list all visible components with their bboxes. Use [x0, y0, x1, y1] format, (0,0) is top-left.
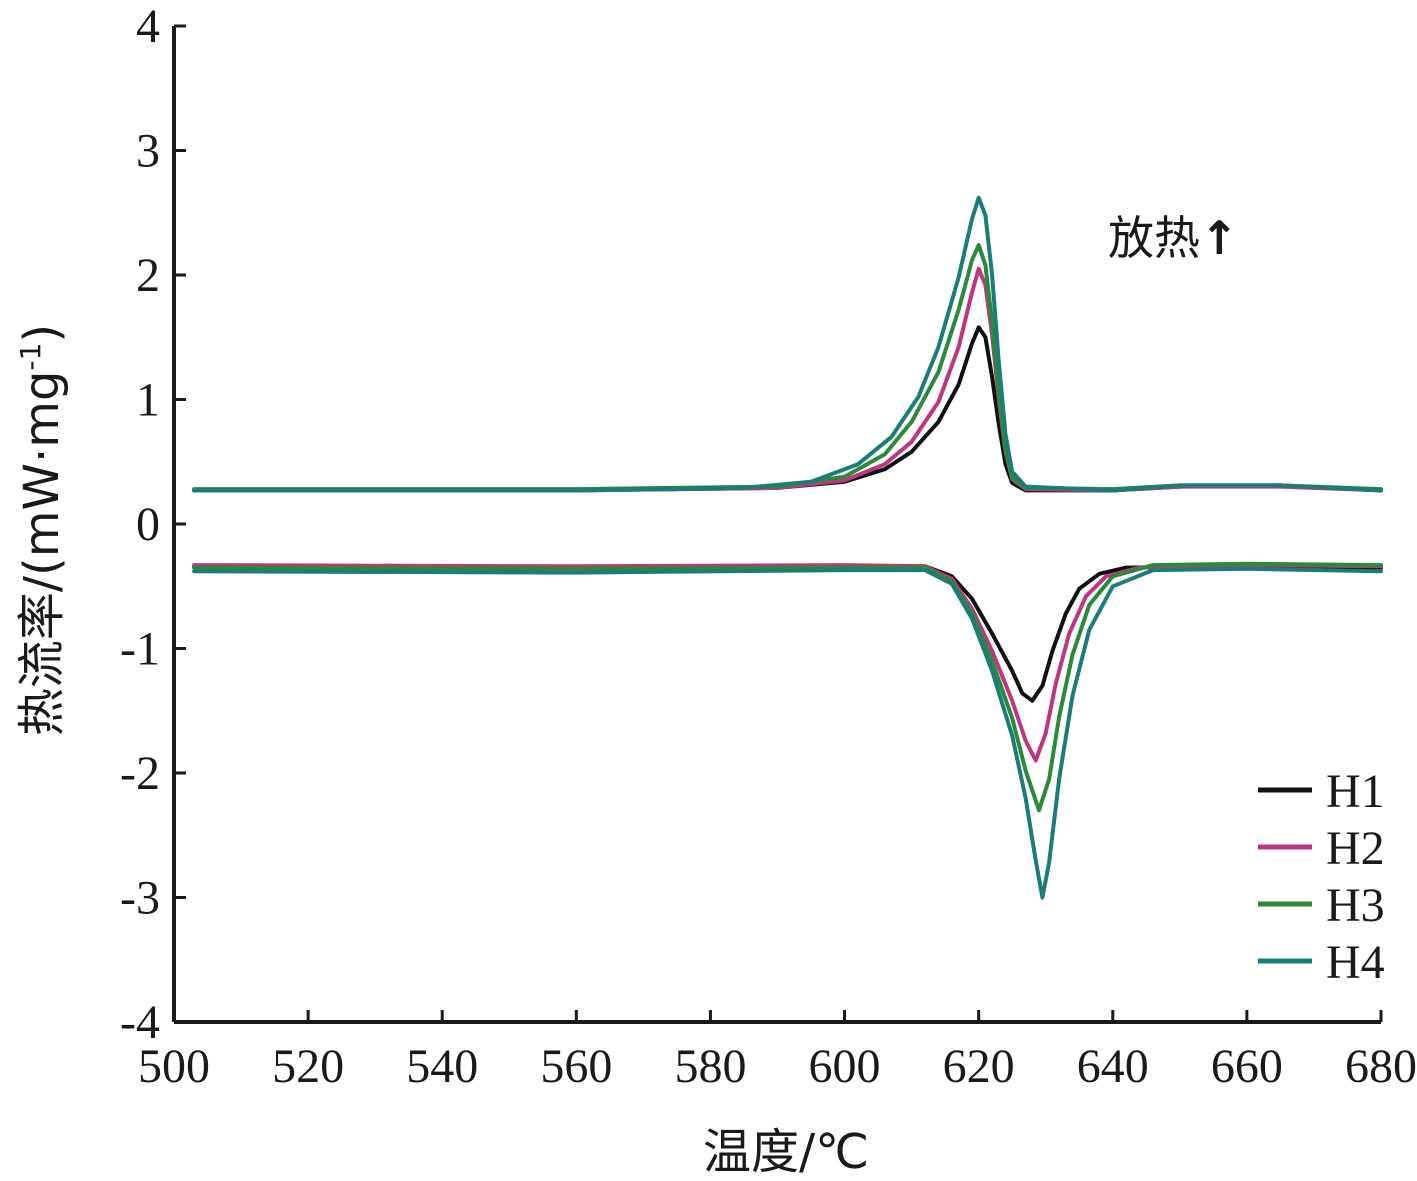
y-tick-label: -3	[120, 872, 160, 925]
series-line-h1-cooling	[192, 325, 1383, 493]
x-tick-label: 660	[1211, 1040, 1283, 1093]
axes: 500 520 540 560 580 600 620 640 660 680 4 3 2 1 0 -1 -2 -…	[120, 0, 1417, 1093]
legend-label-h3: H3	[1326, 879, 1385, 932]
y-tick-label: 1	[136, 374, 160, 427]
exotherm-label: 放热	[1108, 211, 1200, 265]
series-line-h4-cooling	[192, 195, 1383, 493]
exotherm-annotation: 放热↑	[1108, 211, 1239, 265]
series-line-h2-heating	[192, 563, 1383, 763]
legend-label-h4: H4	[1326, 936, 1385, 989]
x-tick-label: 560	[540, 1040, 612, 1093]
y-axis-title-sup: -1	[14, 343, 47, 371]
y-tick-label: 3	[136, 125, 160, 178]
x-tick-label: 540	[406, 1040, 478, 1093]
series-line-h3-cooling	[192, 243, 1383, 492]
series-line-h3-heating	[192, 561, 1383, 813]
x-tick-label: 620	[943, 1040, 1015, 1093]
x-tick-label: 640	[1077, 1040, 1149, 1093]
y-tick-label: 2	[136, 249, 160, 302]
x-tick-label: 580	[674, 1040, 746, 1093]
series-line-h2-cooling	[192, 266, 1383, 493]
legend-label-h2: H2	[1326, 822, 1385, 875]
series-line-h4-heating	[192, 566, 1383, 900]
y-tick-label: -1	[120, 623, 160, 676]
x-axis-title: 温度/℃	[703, 1124, 869, 1180]
y-tick-label: 0	[136, 498, 160, 551]
curves	[192, 195, 1383, 900]
y-tick-label: -2	[120, 747, 160, 800]
up-arrow-icon: ↑	[1200, 211, 1239, 265]
y-tick-label: -4	[120, 996, 160, 1049]
x-tick-label: 500	[138, 1040, 210, 1093]
y-axis-title-main: 热流率/(mW·mg	[14, 371, 70, 737]
legend-label-h1: H1	[1326, 765, 1385, 818]
x-tick-label: 520	[272, 1040, 344, 1093]
series-line-h1-heating	[192, 564, 1383, 703]
y-axis-title: 热流率/(mW·mg-1)	[14, 324, 70, 736]
x-tick-label: 600	[809, 1040, 881, 1093]
y-tick-label: 4	[136, 0, 160, 53]
x-tick-label: 680	[1345, 1040, 1417, 1093]
y-axis-title-close: )	[14, 324, 70, 343]
